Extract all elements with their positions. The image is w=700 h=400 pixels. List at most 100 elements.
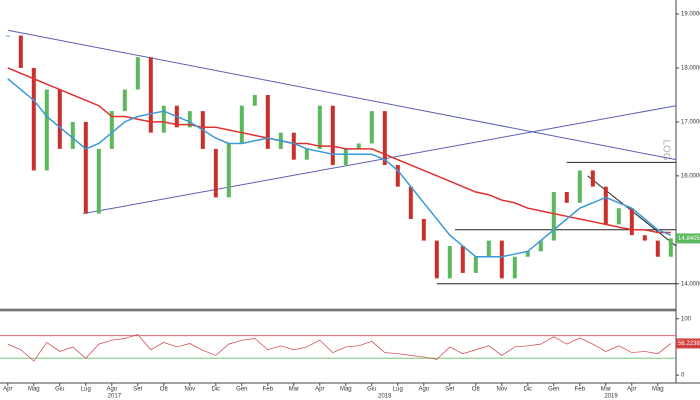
x-tick-label: Apr — [627, 387, 636, 393]
candle — [135, 57, 140, 90]
candle — [564, 192, 569, 203]
x-tick-label: Apr — [315, 387, 324, 393]
rsi-panel — [0, 334, 676, 362]
candle — [304, 148, 309, 160]
y-tick-label: 0 — [681, 373, 685, 379]
candle — [148, 57, 153, 133]
x-tick-label: Lug — [81, 387, 91, 393]
labels: 14.0000 16.0000 17.0000 18.0000 19.0000 Apr Ma… — [3, 12, 700, 400]
x-tick-label: Gen — [548, 387, 559, 393]
candle — [44, 89, 49, 171]
x-tick-label: Gen — [236, 387, 247, 393]
x-tick-label: Dic — [211, 387, 220, 393]
y-tick-label: 14.0000 — [681, 281, 700, 287]
x-tick-label: Mag — [28, 387, 40, 393]
price-panel — [5, 29, 676, 285]
x-tick-label: Ago — [106, 387, 117, 393]
candle — [421, 218, 426, 241]
x-tick-label: Apr — [3, 387, 12, 393]
x-tick-label: Ott — [160, 387, 168, 393]
candle — [109, 111, 114, 149]
last-value-box — [676, 338, 700, 349]
trend-line — [7, 29, 676, 161]
candle — [616, 208, 621, 225]
candle — [434, 240, 439, 279]
x-tick-label: Dic — [523, 387, 532, 393]
x-tick-label: Nov — [184, 387, 195, 393]
x-tick-label: Feb — [263, 387, 274, 393]
year-label: 2018 — [378, 394, 392, 400]
candle — [317, 105, 322, 149]
candle — [356, 143, 361, 149]
y-tick-label: 16.0000 — [681, 173, 700, 179]
x-tick-label: Ott — [472, 387, 480, 393]
trend-line — [83, 105, 676, 215]
log-label: LOG — [660, 139, 671, 160]
series-line — [7, 67, 671, 234]
candle — [395, 165, 400, 187]
x-tick-label: Ago — [418, 387, 429, 393]
candle — [551, 192, 556, 241]
candle — [5, 35, 10, 37]
x-tick-label: Giu — [367, 387, 376, 393]
x-tick-label: Lug — [393, 387, 403, 393]
candle — [499, 240, 504, 279]
candle — [408, 186, 413, 219]
candle — [642, 235, 647, 241]
x-tick-label: Mag — [340, 387, 352, 393]
last-value-label: 56.2238 — [678, 341, 700, 347]
y-tick-label: 18.0000 — [681, 66, 700, 72]
candle — [161, 105, 166, 133]
candle — [122, 89, 127, 112]
candle — [187, 111, 192, 128]
candle — [486, 240, 491, 257]
candle — [382, 111, 387, 166]
y-tick-label: 19.0000 — [681, 12, 700, 18]
candle — [629, 208, 634, 236]
candle — [525, 251, 530, 257]
x-tick-label: Set — [445, 387, 454, 393]
candle — [239, 105, 244, 144]
last-value-label: 14.8405 — [678, 236, 700, 242]
candle — [538, 240, 543, 252]
series-line — [7, 78, 672, 258]
candle — [512, 256, 517, 279]
candle — [83, 121, 88, 214]
candle — [590, 170, 595, 187]
x-tick-label: Mar — [601, 387, 611, 393]
candle — [603, 186, 608, 225]
candle — [447, 245, 452, 279]
y-tick-label: 100 — [681, 316, 692, 322]
last-value-box — [676, 233, 700, 244]
candle — [460, 245, 465, 273]
year-label: 2017 — [108, 394, 122, 400]
year-label: 2019 — [604, 394, 618, 400]
candle — [252, 94, 257, 106]
x-tick-label: Mag — [652, 387, 664, 393]
candle — [473, 256, 478, 273]
candle — [291, 132, 296, 160]
candle — [57, 89, 62, 149]
candle — [369, 111, 374, 144]
x-tick-label: Mar — [289, 387, 299, 393]
x-tick-label: Nov — [496, 387, 507, 393]
candle — [330, 105, 335, 166]
x-tick-label: Giu — [55, 387, 64, 393]
candle — [655, 240, 660, 257]
x-tick-label: Feb — [575, 387, 586, 393]
candle — [96, 148, 101, 214]
candle — [31, 67, 36, 171]
candle — [213, 148, 218, 198]
candle — [18, 35, 23, 68]
candle — [668, 238, 673, 257]
x-tick-label: Set — [133, 387, 142, 393]
candle — [577, 170, 582, 203]
series-line — [7, 334, 672, 362]
candle — [343, 148, 348, 166]
y-tick-label: 17.0000 — [681, 119, 700, 125]
candle — [70, 121, 75, 149]
candle — [226, 143, 231, 198]
candle — [265, 94, 270, 149]
